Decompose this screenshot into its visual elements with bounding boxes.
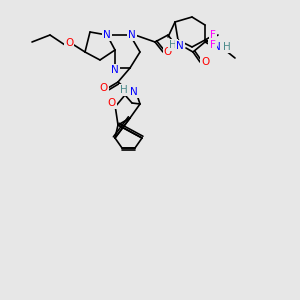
Text: H: H <box>120 85 128 95</box>
Text: O: O <box>65 38 73 48</box>
Text: N: N <box>111 65 119 75</box>
Text: N: N <box>128 30 136 40</box>
Text: F: F <box>210 40 216 50</box>
Text: H: H <box>223 42 231 52</box>
Text: H: H <box>169 40 177 50</box>
Text: N: N <box>130 87 138 97</box>
Text: N: N <box>103 30 111 40</box>
Text: H: H <box>209 40 217 50</box>
Text: O: O <box>100 83 108 93</box>
Text: F: F <box>210 30 216 40</box>
Text: N: N <box>213 42 221 52</box>
Text: O: O <box>108 98 116 108</box>
Text: O: O <box>201 57 209 67</box>
Text: N: N <box>176 41 184 51</box>
Text: O: O <box>164 47 172 57</box>
